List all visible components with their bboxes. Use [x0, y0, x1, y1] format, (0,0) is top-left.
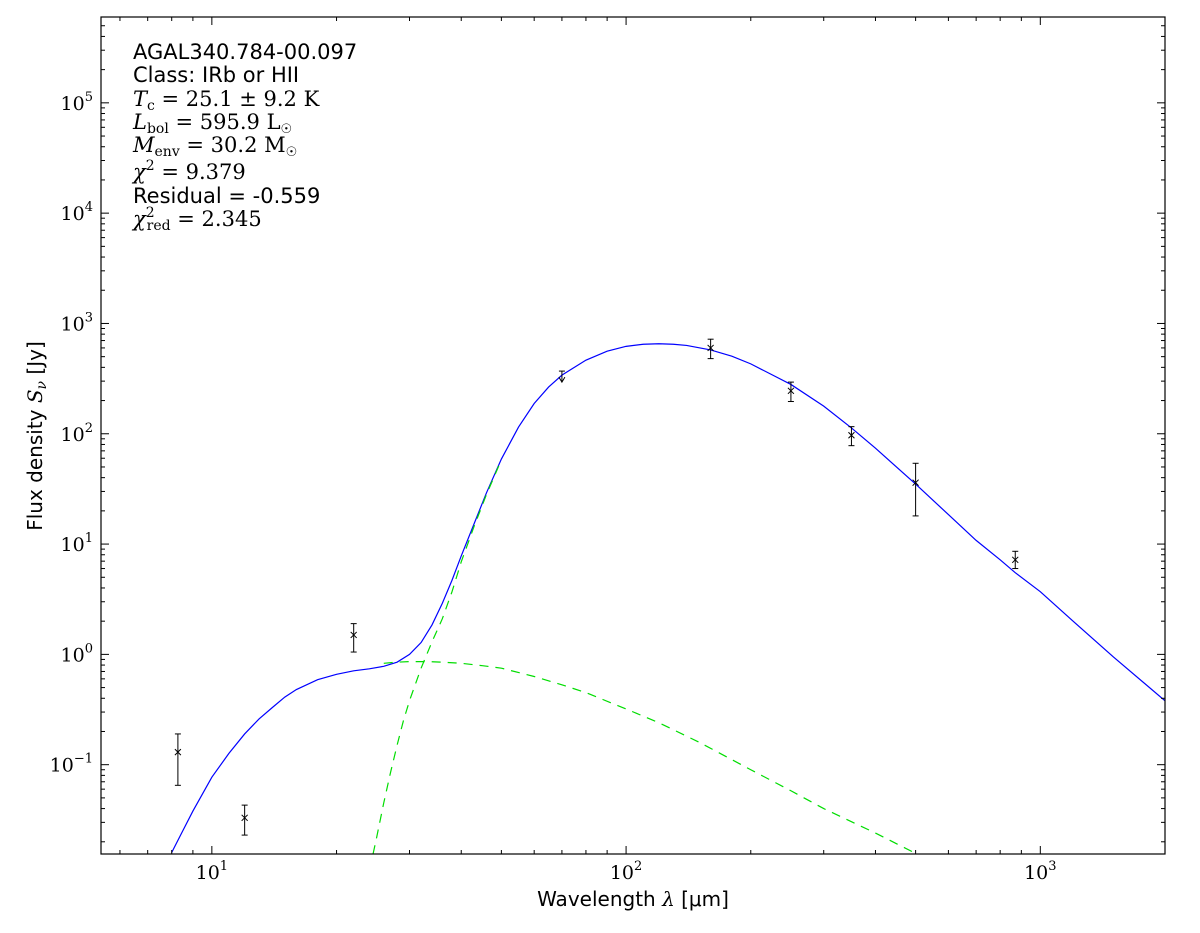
data-point — [787, 381, 795, 403]
data-point — [241, 804, 249, 836]
y-tick-label: 10−1 — [50, 752, 93, 777]
source-name: AGAL340.784-00.097 — [133, 40, 357, 64]
y-tick-label: 105 — [61, 90, 93, 115]
point-marker — [707, 344, 714, 352]
y-tick-label: 102 — [61, 421, 93, 446]
tick-labels: 101 102 103 10−1 100 101 102 103 104 105 — [50, 90, 1057, 884]
data-points — [174, 338, 1019, 836]
data-point — [558, 370, 566, 384]
chi2-reduced-label: χ2 red = 2.345 — [131, 205, 262, 234]
info-annotation: AGAL340.784-00.097 Class: IRb or HII Tc … — [131, 40, 357, 234]
point-marker — [241, 814, 249, 822]
series-cold-component — [372, 459, 502, 854]
data-point — [1011, 550, 1019, 570]
axis-ticks — [101, 16, 1166, 854]
series-total — [171, 343, 1165, 853]
y-tick-label: 104 — [61, 200, 93, 225]
plot-background — [101, 17, 1165, 854]
data-point — [174, 733, 182, 786]
point-marker — [350, 631, 358, 639]
chi2-label: χ2 = 9.379 — [131, 158, 246, 184]
tc-label: Tc = 25.1 ± 9.2 K — [133, 87, 320, 114]
model-curves — [171, 343, 1165, 854]
data-point — [848, 426, 855, 447]
upper-limit-arrow — [558, 376, 566, 384]
point-marker — [848, 431, 855, 439]
y-tick-label: 100 — [61, 641, 93, 666]
point-marker — [174, 748, 182, 756]
x-tick-label: 103 — [1024, 859, 1056, 884]
residual-label: Residual = -0.559 — [133, 184, 320, 208]
series-warm-component — [383, 660, 919, 854]
point-marker — [787, 387, 795, 395]
lbol-label: Lbol = 595.9 L☉ — [132, 110, 292, 137]
menv-label: Menv = 30.2 M☉ — [132, 133, 297, 160]
x-tick-label: 101 — [196, 859, 228, 884]
point-marker — [912, 479, 919, 487]
class-label: Class: IRb or HII — [133, 63, 299, 87]
y-tick-label: 101 — [61, 531, 93, 556]
x-tick-label: 102 — [610, 859, 642, 884]
point-marker — [1011, 556, 1019, 564]
y-tick-label: 103 — [61, 310, 93, 335]
data-point — [912, 462, 919, 517]
x-axis-label: Wavelength λ [μm] — [537, 887, 729, 911]
data-point — [707, 338, 714, 360]
plot-frame — [100, 16, 1166, 855]
y-axis-label: Flux density Sν [Jy] — [23, 341, 50, 531]
data-point — [350, 623, 358, 653]
